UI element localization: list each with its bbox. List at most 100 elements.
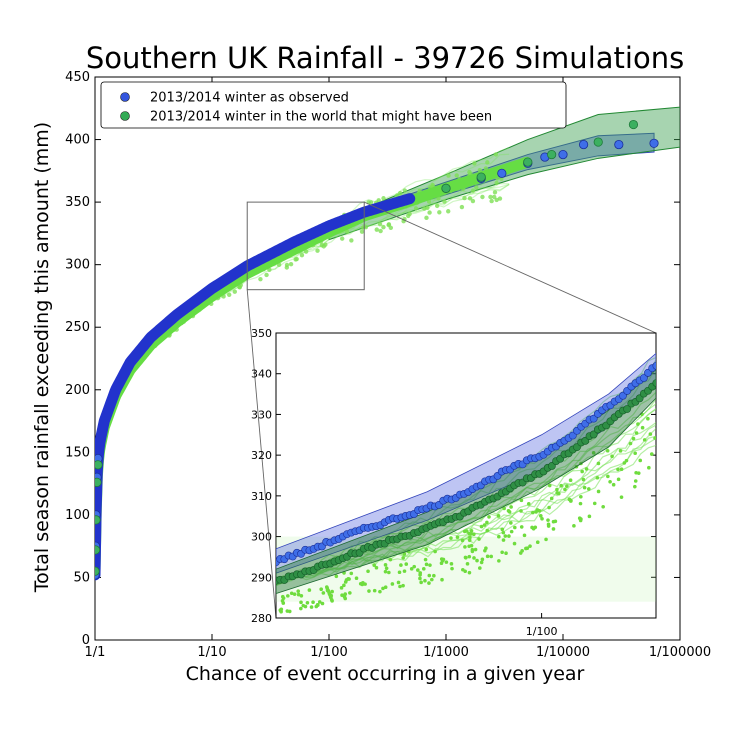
inset-spread-point — [477, 537, 481, 541]
inset-spread-point — [299, 606, 303, 611]
inset-spread-point — [423, 557, 428, 562]
spread-point — [488, 194, 493, 200]
spread-point — [406, 213, 411, 219]
inset-spread-point — [404, 562, 409, 566]
data-point — [523, 157, 533, 167]
inset-spread-point — [487, 515, 491, 519]
chart-title: Southern UK Rainfall - 39726 Simulations — [86, 41, 684, 75]
inset-spread-point — [507, 510, 512, 514]
inset-spread-point — [418, 573, 422, 577]
inset-spread-point — [430, 577, 434, 582]
inset-spread-point — [366, 569, 370, 574]
inset-spread-point — [465, 562, 470, 566]
inset-spread-point — [640, 425, 645, 430]
inset-spread-point — [396, 580, 401, 585]
inset-spread-point — [281, 596, 286, 600]
inset-data — [276, 352, 656, 614]
inset-spread-point — [497, 534, 501, 539]
legend-marker — [120, 92, 130, 102]
inset-spread-point — [538, 514, 543, 518]
inset-data-point — [589, 430, 598, 439]
inset-spread-point — [416, 568, 420, 572]
y-tick-label: 50 — [73, 570, 90, 585]
inset-spread-point — [467, 570, 472, 575]
spread-point — [381, 224, 386, 230]
inset-data-point — [652, 379, 656, 387]
inset-spread-point — [450, 566, 454, 571]
inset-spread-point — [299, 594, 304, 598]
inset-spread-point — [374, 565, 379, 570]
inset-spread-point — [581, 477, 586, 482]
data-point — [593, 137, 603, 147]
inset-spread-point — [401, 583, 405, 588]
inset-spread-point — [642, 438, 647, 442]
inset-spread-point — [462, 529, 467, 534]
inset-spread-point — [321, 591, 326, 595]
spread-point — [226, 292, 232, 297]
inset-spread-point — [348, 591, 352, 595]
spread-point — [377, 221, 383, 227]
inset-spread-point — [587, 487, 591, 491]
inset-spread-point — [423, 578, 427, 583]
inset-data-point — [623, 405, 632, 413]
inset-spread-point — [605, 448, 610, 453]
inset-y-tick-label: 300 — [251, 531, 272, 544]
inset-spread-point — [501, 530, 506, 535]
spread-point — [374, 227, 379, 232]
inset-spread-point — [464, 555, 468, 560]
inset-spread-point — [636, 422, 640, 426]
inset-spread-point — [519, 498, 524, 503]
data-point — [558, 149, 568, 160]
data-point — [649, 138, 659, 148]
inset-spread-point — [551, 527, 556, 531]
inset-spread-point — [359, 581, 364, 586]
inset-spread-point — [587, 514, 592, 519]
inset-spread-point — [421, 567, 426, 571]
spread-point — [427, 210, 432, 215]
inset-spread-point — [530, 525, 534, 530]
inset-spread-point — [633, 451, 637, 456]
spread-point — [339, 236, 345, 241]
inset-spread-point — [427, 573, 432, 578]
inset-spread-point — [285, 609, 290, 613]
spread-point — [446, 173, 451, 178]
inset-spread-point — [463, 569, 467, 574]
inset-spread-point — [473, 547, 478, 552]
inset-spread-point — [519, 525, 524, 529]
inset-spread-point — [513, 525, 517, 530]
inset-spread-point — [534, 510, 538, 514]
inset-spread-point — [582, 485, 587, 490]
inset-spread-point — [628, 441, 633, 446]
inset-spread-point — [428, 563, 432, 567]
zoom-connector — [364, 201, 657, 334]
data-point — [547, 149, 557, 160]
data-point — [497, 168, 507, 178]
inset-spread-point — [472, 532, 476, 537]
inset-spread-point — [427, 581, 431, 585]
y-tick-label: 350 — [65, 195, 90, 210]
inset-spread-point — [553, 519, 558, 524]
spread-point — [467, 196, 473, 201]
inset-spread-point — [398, 584, 402, 589]
inset-spread-point — [555, 491, 559, 495]
inset-spread-point — [460, 538, 465, 543]
legend-marker — [120, 111, 130, 121]
inset-spread-point — [479, 560, 484, 565]
spread-point — [485, 160, 490, 165]
inset-spread-point — [519, 509, 523, 513]
inset-spread-point — [580, 469, 584, 474]
x-axis-label: Chance of event occurring in a given yea… — [186, 663, 585, 685]
spread-point — [454, 173, 459, 178]
data-point — [579, 139, 589, 150]
inset-spread-point — [522, 533, 527, 538]
inset-ensemble-line — [276, 422, 656, 584]
inset-spread-point — [475, 558, 479, 563]
inset-spread-point — [512, 541, 517, 546]
inset-spread-point — [329, 593, 334, 598]
spread-point — [494, 197, 499, 203]
spread-point — [493, 152, 499, 157]
inset-ensemble-line — [276, 444, 656, 582]
inset-spread-point — [372, 563, 377, 568]
spread-point — [489, 198, 494, 204]
